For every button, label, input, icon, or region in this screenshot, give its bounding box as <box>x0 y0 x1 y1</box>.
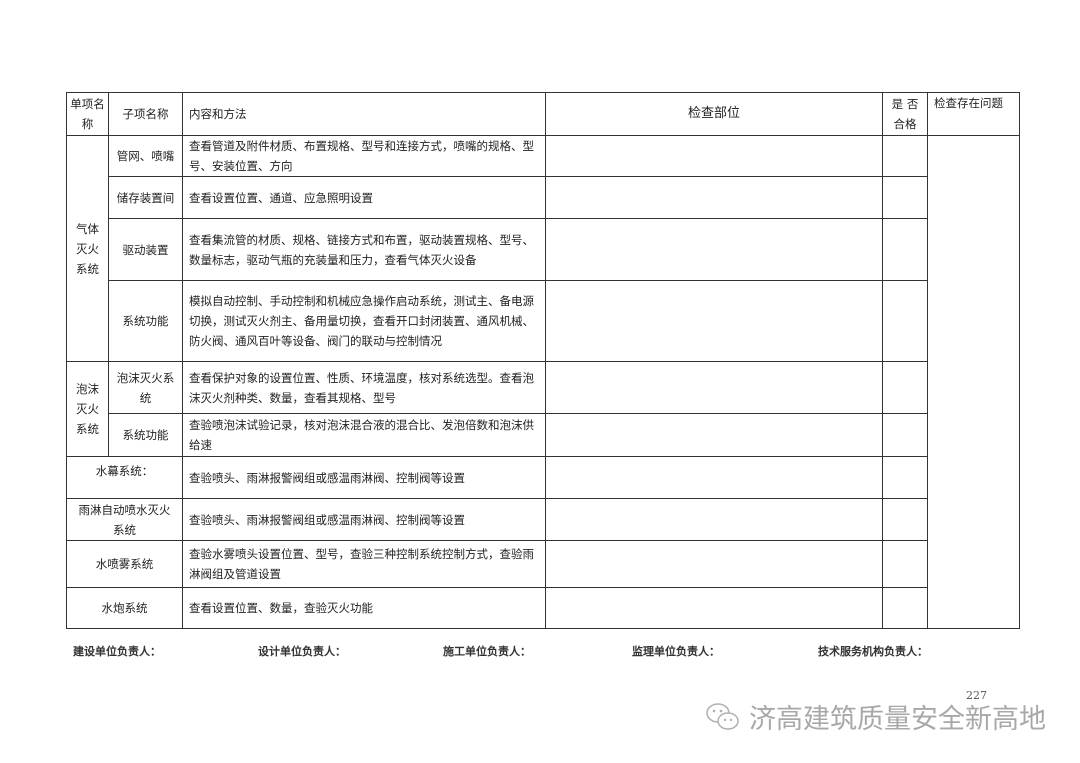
page-number: 227 <box>966 689 987 702</box>
location-cell[interactable] <box>545 587 883 629</box>
method: 查看集流管的材质、规格、链接方式和布置，驱动装置规格、型号、数量标志，驱动气瓶的… <box>182 218 546 281</box>
watermark-text: 济高建筑质量安全新高地 <box>749 704 1046 735</box>
header-location: 检查部位 <box>545 92 883 136</box>
header-method: 内容和方法 <box>182 92 546 136</box>
sub-name: 驱动装置 <box>108 218 183 281</box>
location-cell[interactable] <box>545 135 883 177</box>
location-cell[interactable] <box>545 280 883 362</box>
issues-cell[interactable] <box>927 135 1020 629</box>
pass-cell[interactable] <box>882 135 928 177</box>
pass-cell[interactable] <box>882 176 928 219</box>
signature-construction: 建设单位负责人： <box>73 645 161 658</box>
location-cell[interactable] <box>545 218 883 281</box>
method: 查看设置位置、数量，查验灭火功能 <box>182 587 546 629</box>
method: 查验喷头、雨淋报警阀组或感温雨淋阀、控制阀等设置 <box>182 498 546 541</box>
location-cell[interactable] <box>545 176 883 219</box>
location-cell[interactable] <box>545 498 883 541</box>
pass-cell[interactable] <box>882 361 928 414</box>
sub-name: 系统功能 <box>108 413 183 457</box>
pass-cell[interactable] <box>882 280 928 362</box>
group-name: 泡沫灭火系统 <box>66 361 109 457</box>
pass-cell[interactable] <box>882 456 928 499</box>
location-cell[interactable] <box>545 361 883 414</box>
wechat-icon <box>706 702 739 730</box>
signature-supervisor: 监理单位负责人： <box>632 645 720 658</box>
method: 查看管道及附件材质、布置规格、型号和连接方式，喷嘴的规格、型号、安装位置、方向 <box>182 135 546 177</box>
location-cell[interactable] <box>545 413 883 457</box>
system-name: 水幕系统： <box>66 456 183 499</box>
pass-cell[interactable] <box>882 218 928 281</box>
sub-name: 泡沫灭火系统 <box>108 361 183 414</box>
method: 模拟自动控制、手动控制和机械应急操作启动系统，测试主、备电源切换，测试灭火剂主、… <box>182 280 546 362</box>
location-cell[interactable] <box>545 540 883 588</box>
method: 查验喷头、雨淋报警阀组或感温雨淋阀、控制阀等设置 <box>182 456 546 499</box>
header-pass: 是 否 合格 <box>882 92 928 136</box>
pass-cell[interactable] <box>882 413 928 457</box>
sub-name: 管网、喷嘴 <box>108 135 183 177</box>
system-name: 水炮系统 <box>66 587 183 629</box>
method: 查看设置位置、通道、应急照明设置 <box>182 176 546 219</box>
inspection-table: 单项名称 子项名称 内容和方法 检查部位 是 否 合格 检查存在问题 气体灭火系… <box>66 92 1020 629</box>
header-unit: 单项名称 <box>66 92 109 136</box>
pass-cell[interactable] <box>882 498 928 541</box>
method: 查验喷泡沫试验记录，核对泡沫混合液的混合比、发泡倍数和泡沫供给速 <box>182 413 546 457</box>
location-cell[interactable] <box>545 456 883 499</box>
signature-builder: 施工单位负责人： <box>443 645 531 658</box>
pass-cell[interactable] <box>882 587 928 629</box>
pass-cell[interactable] <box>882 540 928 588</box>
header-issues: 检查存在问题 <box>927 92 1020 136</box>
method: 查验水雾喷头设置位置、型号，查验三种控制系统控制方式，查验雨淋阀组及管道设置 <box>182 540 546 588</box>
sub-name: 储存装置间 <box>108 176 183 219</box>
signature-design: 设计单位负责人： <box>258 645 346 658</box>
method: 查看保护对象的设置位置、性质、环境温度，核对系统选型。查看泡沫灭火剂种类、数量，… <box>182 361 546 414</box>
signature-tech-service: 技术服务机构负责人： <box>818 645 928 658</box>
group-name: 气体灭火系统 <box>66 135 109 362</box>
sub-name: 系统功能 <box>108 280 183 362</box>
system-name: 雨淋自动喷水灭火系统 <box>66 498 183 541</box>
header-sub: 子项名称 <box>108 92 183 136</box>
watermark: 济高建筑质量安全新高地 <box>705 697 1046 736</box>
system-name: 水喷雾系统 <box>66 540 183 588</box>
